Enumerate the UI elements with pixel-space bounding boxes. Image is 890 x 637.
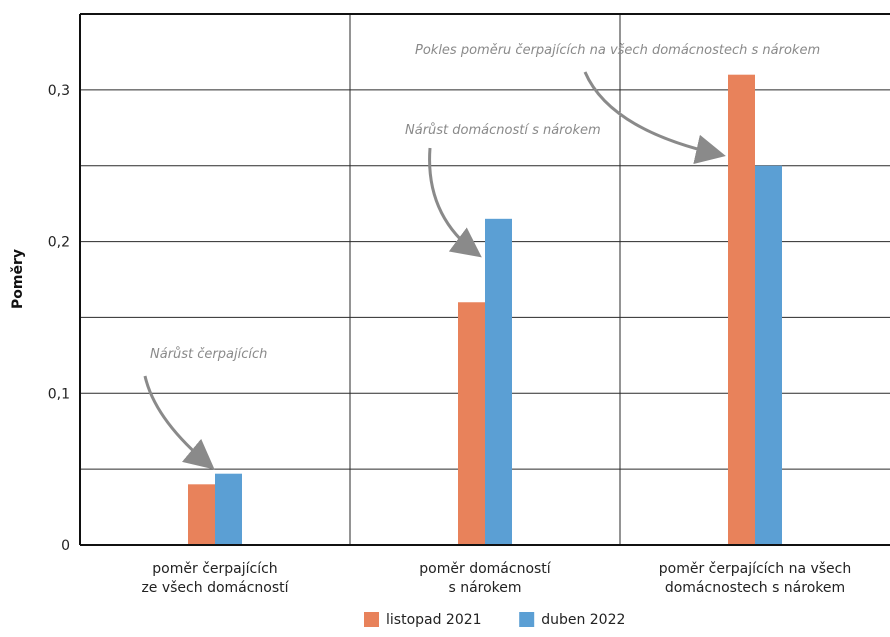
bar <box>485 218 512 546</box>
bar <box>188 484 215 545</box>
y-ticks: 0 0,1 0,2 0,3 <box>48 83 70 554</box>
annotation-arrow <box>428 147 482 258</box>
y-axis-title: Poměry <box>10 249 26 309</box>
annotation-arrow <box>143 375 215 470</box>
legend-swatch <box>519 612 535 627</box>
bar <box>755 165 782 545</box>
annotations: Nárůst čerpajících Nárůst domácností s ná… <box>143 43 820 470</box>
annotation-arrow <box>583 71 726 165</box>
legend-label: listopad 2021 <box>386 612 482 628</box>
category-labels: poměr čerpajících ze všech domácností pomě… <box>141 561 851 596</box>
annotation-text: Nárůst čerpajících <box>150 347 267 362</box>
x-category-label: poměr čerpajících ze všech domácností <box>141 561 289 596</box>
x-category-label: poměr domácností s nárokem <box>419 561 551 596</box>
bars <box>188 74 782 546</box>
annotation-text: Nárůst domácností s nárokem <box>405 123 601 138</box>
y-tick-label: 0,1 <box>48 386 70 402</box>
x-category-label: poměr čerpajících na všech domácnostech s… <box>659 561 852 596</box>
axes <box>79 13 890 546</box>
bar <box>458 302 485 545</box>
y-tick-label: 0 <box>61 538 70 554</box>
y-tick-label: 0,3 <box>48 83 70 99</box>
legend: listopad 2021 duben 2022 <box>364 612 625 628</box>
bar <box>728 74 755 545</box>
y-tick-label: 0,2 <box>48 235 70 251</box>
legend-label: duben 2022 <box>541 612 625 628</box>
legend-swatch <box>364 612 379 627</box>
annotation-text: Pokles poměru čerpajících na všech domác… <box>415 43 820 58</box>
bar <box>215 473 242 545</box>
